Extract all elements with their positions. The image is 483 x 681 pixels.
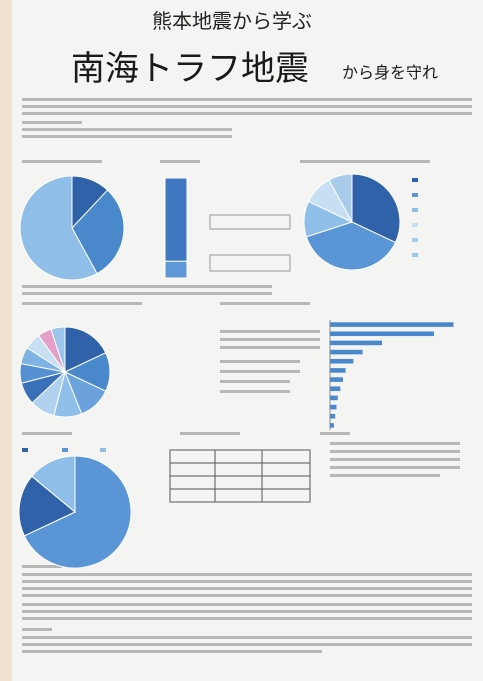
subtitle: 熊本地震から学ぶ: [152, 9, 312, 33]
bar: [330, 368, 346, 373]
title-suffix: から身を守れ: [342, 63, 438, 82]
pie-slice: [305, 221, 397, 271]
pie-slice: [50, 326, 66, 373]
bar: [330, 331, 434, 337]
title: 南海トラフ地震: [71, 49, 309, 89]
pie-slice: [19, 175, 98, 281]
bar: [330, 395, 338, 401]
bar: [330, 358, 354, 364]
bar: [330, 340, 382, 346]
pie-slice: [18, 475, 76, 537]
bar: [330, 413, 336, 419]
legend-swatches: [22, 178, 418, 452]
table: [169, 449, 311, 503]
bar: [330, 404, 337, 410]
pie-slice: [71, 189, 125, 275]
pie-slice: [328, 173, 353, 223]
pie-slice: [23, 455, 132, 569]
bar: [330, 377, 343, 382]
bar: [330, 423, 334, 428]
bar: [330, 349, 363, 355]
stack-segment: [164, 260, 188, 279]
pie-slice: [31, 455, 76, 514]
pie-slice: [351, 173, 401, 244]
text-lines: [22, 98, 472, 653]
stack-segment: [164, 177, 188, 262]
bar: [330, 322, 454, 327]
pie-slice: [64, 326, 107, 373]
bar: [330, 386, 341, 392]
